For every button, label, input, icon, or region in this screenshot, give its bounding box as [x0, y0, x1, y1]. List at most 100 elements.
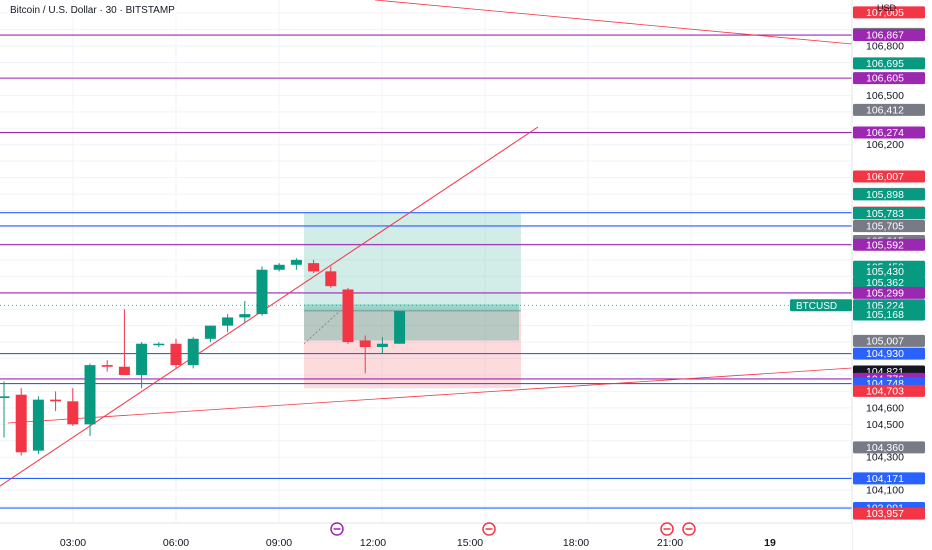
- candles: [0, 258, 406, 456]
- price-tag-bg: [853, 286, 925, 299]
- price-axis-label: 104,300: [866, 452, 904, 464]
- event-marker-icon: [330, 522, 344, 536]
- price-tag: 104,930: [853, 347, 925, 360]
- price-tag-bg: [853, 276, 925, 289]
- time-tick-label: 03:00: [60, 537, 86, 549]
- candle-body: [84, 365, 96, 425]
- price-tag: 105,705: [853, 220, 925, 233]
- long-position-tool[interactable]: [303, 213, 521, 389]
- price-tag-label: 106,867: [866, 30, 904, 42]
- candle: [290, 258, 302, 270]
- price-tag-label: 105,430: [866, 266, 904, 278]
- price-tag-bg: [853, 265, 925, 278]
- price-tag: 106,412: [853, 103, 925, 116]
- event-marker-icon: [660, 522, 674, 536]
- stop-zone: [304, 310, 521, 389]
- grid: [0, 0, 852, 523]
- price-tag-label: 103,957: [866, 508, 904, 520]
- price-axis-label: 104,500: [866, 419, 904, 431]
- candle-body: [67, 401, 79, 425]
- price-tag-bg: [853, 170, 925, 183]
- time-axis[interactable]: 03:00 06:00 09:00 12:00 15:00 18:00 21:00 19: [0, 522, 852, 550]
- candle: [204, 325, 216, 343]
- price-tag: 105,430: [853, 265, 925, 278]
- candle-body: [153, 343, 165, 346]
- candle-body: [273, 264, 285, 270]
- candle: [32, 396, 44, 454]
- price-tag-bg: [853, 334, 925, 347]
- price-tag-bg: [853, 441, 925, 454]
- price-tag-label: 104,171: [866, 473, 904, 485]
- candle: [50, 391, 62, 412]
- symbol-tag-label: BTCUSD: [796, 301, 837, 312]
- candle-body: [325, 271, 337, 287]
- filled-profit-zone: [304, 304, 519, 341]
- candle-body: [376, 343, 388, 348]
- price-tag: 105,783: [853, 207, 925, 220]
- candle-body: [308, 263, 320, 272]
- candle-body: [118, 366, 130, 375]
- price-tag: 104,703: [853, 384, 925, 398]
- price-tag-bg: [853, 299, 925, 312]
- price-tag: 106,274: [853, 126, 925, 139]
- candle: [15, 388, 27, 456]
- time-tick-label: 06:00: [163, 537, 189, 549]
- price-tag-label: 105,783: [866, 208, 904, 220]
- price-axis[interactable]: 106,800 106,500 106,200 104,600 104,500 104,3…: [790, 0, 932, 550]
- time-tick-label: 09:00: [266, 537, 292, 549]
- price-tag-label: 105,168: [866, 309, 904, 321]
- price-tag-bg: [853, 384, 925, 397]
- time-tick-label: 19: [764, 537, 776, 549]
- price-tag-bg: [853, 347, 925, 360]
- price-tag: 105,299: [853, 286, 925, 300]
- candle: [101, 360, 113, 372]
- candle-body: [222, 317, 234, 326]
- price-tag-bg: [853, 188, 925, 201]
- symbol-tag-bg: [790, 299, 852, 312]
- candle: [325, 266, 337, 288]
- time-axis-bg: [0, 523, 852, 550]
- candle-body: [359, 340, 371, 348]
- price-tag-label: 104,360: [866, 442, 904, 454]
- price-tag-bg: [853, 29, 925, 42]
- price-tag-label: 106,412: [866, 104, 904, 116]
- candle: [394, 310, 406, 344]
- price-axis-label: 106,200: [866, 139, 904, 151]
- candle: [153, 342, 165, 348]
- price-tag: 104,360: [853, 441, 925, 454]
- price-tag-bg: [853, 238, 925, 251]
- price-tag-bg: [853, 72, 925, 85]
- candle: [187, 337, 199, 369]
- candle-body: [50, 399, 62, 402]
- price-tag-label: 106,007: [866, 171, 904, 183]
- price-tag-label: 105,007: [866, 336, 904, 348]
- price-axis-label: 104,100: [866, 485, 904, 497]
- event-marker-icon: [482, 522, 496, 536]
- candle-body: [239, 314, 251, 318]
- price-tag-bg: [853, 103, 925, 116]
- price-axis-label: 106,800: [866, 41, 904, 53]
- currency-label: USD: [876, 3, 896, 13]
- price-tag-label: 105,898: [866, 189, 904, 201]
- time-tick-label: 18:00: [563, 537, 589, 549]
- candle: [118, 309, 130, 375]
- price-tag-bg: [853, 507, 925, 520]
- candle: [376, 337, 388, 354]
- price-tag-label: 106,695: [866, 58, 904, 70]
- position-path: [303, 310, 341, 345]
- candle: [359, 335, 371, 374]
- candle-body: [256, 269, 268, 315]
- price-tag: 105,007: [853, 334, 925, 348]
- support-trend-line: [7, 367, 853, 424]
- price-tag: 105,592: [853, 238, 925, 251]
- price-tag-label: 107,005: [866, 7, 904, 19]
- time-tick-label: 12:00: [360, 537, 386, 549]
- price-tag-bg: [853, 207, 925, 220]
- candle-body: [0, 396, 10, 399]
- price-tag-label: 105,705: [866, 221, 904, 233]
- price-tag-label: 105,362: [866, 277, 904, 289]
- price-tag: 106,695: [853, 57, 925, 70]
- price-tag-bg: [853, 57, 925, 70]
- price-axis-label: 106,500: [866, 90, 904, 102]
